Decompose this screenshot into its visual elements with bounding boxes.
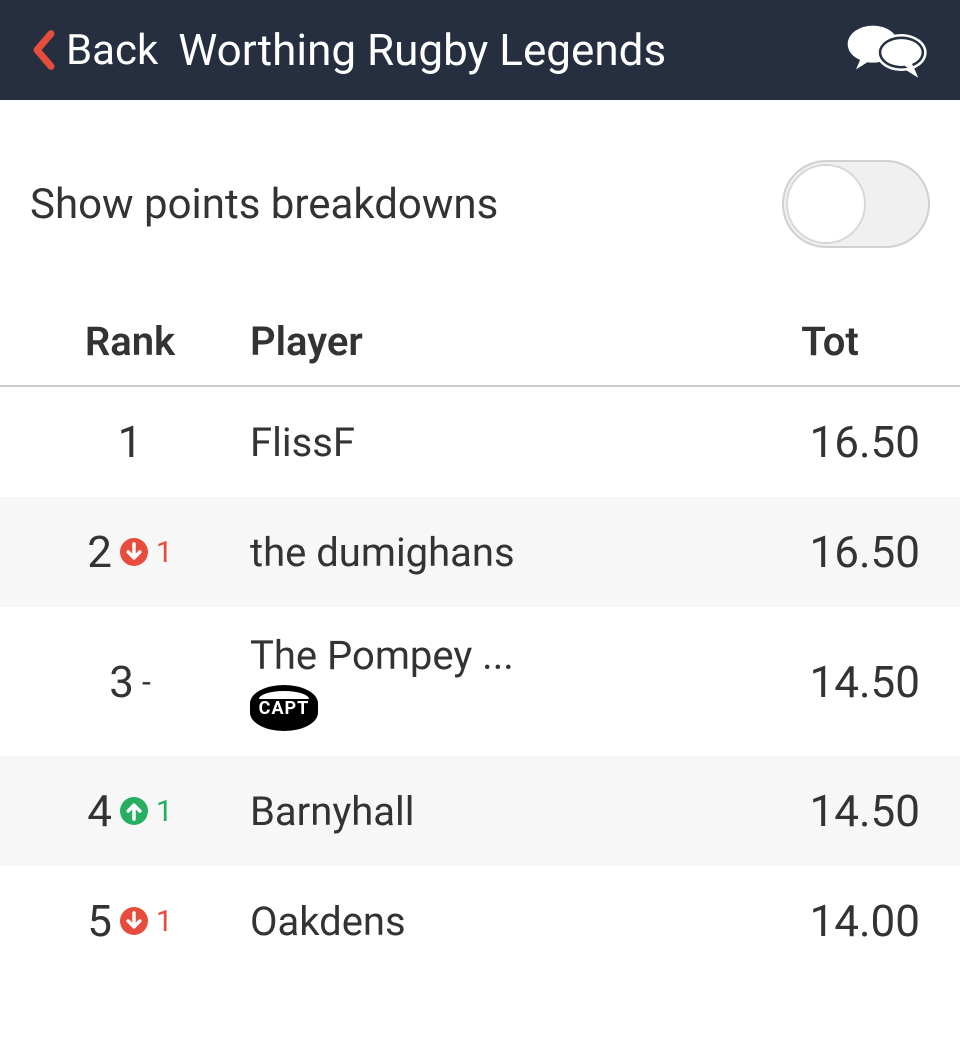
rank-cell: 41	[30, 785, 230, 837]
rank-number: 5	[87, 895, 112, 947]
rank-number: 4	[87, 785, 112, 837]
player-cell: Oakdens	[230, 898, 730, 945]
rank-cell: 1	[30, 416, 230, 468]
toggle-knob	[786, 164, 866, 244]
toggle-label: Show points breakdowns	[30, 180, 498, 229]
column-tot: Tot	[730, 318, 930, 365]
player-cell: Barnyhall	[230, 788, 730, 835]
player-cell: the dumighans	[230, 529, 730, 576]
table-row[interactable]: 1 FlissF16.50	[0, 387, 960, 497]
player-name: FlissF	[250, 419, 730, 466]
app-header: Back Worthing Rugby Legends	[0, 0, 960, 100]
rank-cell: 51	[30, 895, 230, 947]
captain-badge: CAPT	[250, 685, 318, 731]
arrow-down-icon	[120, 538, 148, 566]
table-header: Rank Player Tot	[0, 298, 960, 387]
move-none: -	[142, 663, 151, 701]
page-title: Worthing Rugby Legends	[178, 24, 826, 76]
table-row[interactable]: 51Oakdens14.00	[0, 866, 960, 976]
column-player: Player	[230, 318, 730, 365]
arrow-down-icon	[120, 907, 148, 935]
rank-number: 1	[118, 416, 143, 468]
back-label: Back	[66, 26, 158, 75]
total-cell: 14.50	[730, 656, 930, 708]
rank-cell: 21	[30, 526, 230, 578]
rank-number: 2	[87, 526, 112, 578]
total-cell: 16.50	[730, 416, 930, 468]
total-cell: 14.00	[730, 895, 930, 947]
player-name: Barnyhall	[250, 788, 730, 835]
chat-icon[interactable]	[846, 20, 930, 80]
chevron-left-icon	[30, 29, 58, 71]
table-row[interactable]: 21the dumighans16.50	[0, 497, 960, 607]
toggle-section: Show points breakdowns	[0, 100, 960, 298]
table-body: 1FlissF16.5021the dumighans16.503-The Po…	[0, 387, 960, 976]
column-rank: Rank	[30, 318, 230, 365]
player-name: the dumighans	[250, 529, 730, 576]
player-name: The Pompey ...	[250, 632, 730, 679]
back-button[interactable]: Back	[30, 26, 158, 75]
move-value: 1	[156, 535, 173, 570]
move-value: 1	[156, 794, 173, 829]
move-value: 1	[156, 904, 173, 939]
table-row[interactable]: 41Barnyhall14.50	[0, 756, 960, 866]
rank-cell: 3-	[30, 656, 230, 708]
player-cell: FlissF	[230, 419, 730, 466]
rank-number: 3	[109, 656, 134, 708]
total-cell: 16.50	[730, 526, 930, 578]
player-cell: The Pompey ... CAPT	[230, 632, 730, 731]
total-cell: 14.50	[730, 785, 930, 837]
player-name: Oakdens	[250, 898, 730, 945]
table-row[interactable]: 3- The Pompey ... CAPT 14.50	[0, 607, 960, 756]
breakdown-toggle[interactable]	[782, 160, 930, 248]
arrow-up-icon	[120, 797, 148, 825]
